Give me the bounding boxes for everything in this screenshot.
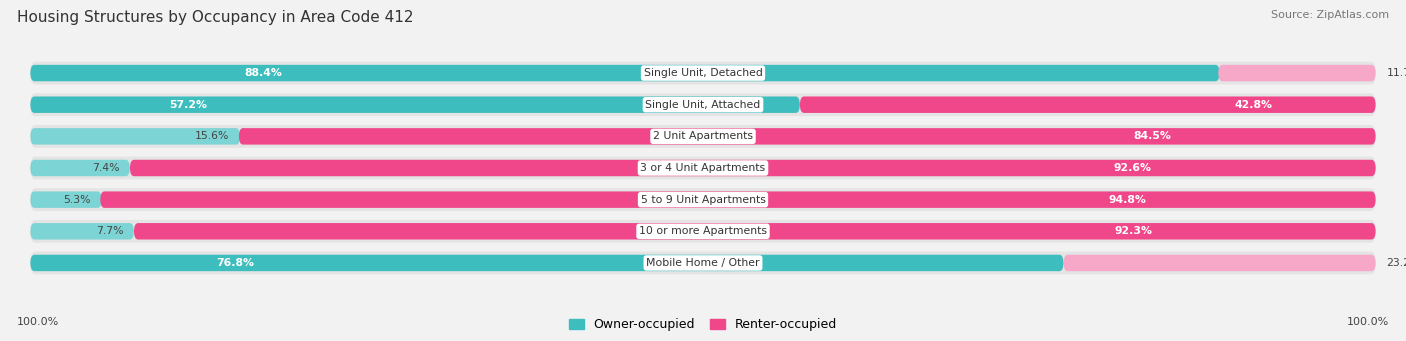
Text: 10 or more Apartments: 10 or more Apartments: [638, 226, 768, 236]
Text: 100.0%: 100.0%: [17, 317, 59, 327]
Text: Housing Structures by Occupancy in Area Code 412: Housing Structures by Occupancy in Area …: [17, 10, 413, 25]
FancyBboxPatch shape: [31, 223, 134, 239]
FancyBboxPatch shape: [31, 191, 101, 208]
Text: 94.8%: 94.8%: [1108, 195, 1146, 205]
Text: 92.3%: 92.3%: [1114, 226, 1152, 236]
Text: 11.7%: 11.7%: [1386, 68, 1406, 78]
Text: 5.3%: 5.3%: [63, 195, 91, 205]
Text: 88.4%: 88.4%: [245, 68, 283, 78]
Text: Single Unit, Detached: Single Unit, Detached: [644, 68, 762, 78]
Text: 7.4%: 7.4%: [91, 163, 120, 173]
Legend: Owner-occupied, Renter-occupied: Owner-occupied, Renter-occupied: [568, 318, 838, 331]
Text: 3 or 4 Unit Apartments: 3 or 4 Unit Apartments: [641, 163, 765, 173]
Text: 2 Unit Apartments: 2 Unit Apartments: [652, 131, 754, 142]
FancyBboxPatch shape: [129, 160, 1375, 176]
FancyBboxPatch shape: [31, 157, 1375, 179]
Text: 57.2%: 57.2%: [169, 100, 207, 110]
Text: 23.2%: 23.2%: [1386, 258, 1406, 268]
FancyBboxPatch shape: [1063, 255, 1375, 271]
Text: 7.7%: 7.7%: [96, 226, 124, 236]
FancyBboxPatch shape: [31, 128, 240, 145]
Text: Source: ZipAtlas.com: Source: ZipAtlas.com: [1271, 10, 1389, 20]
Text: 100.0%: 100.0%: [1347, 317, 1389, 327]
FancyBboxPatch shape: [31, 65, 1219, 81]
FancyBboxPatch shape: [1218, 65, 1375, 81]
FancyBboxPatch shape: [239, 128, 1375, 145]
FancyBboxPatch shape: [134, 223, 1375, 239]
FancyBboxPatch shape: [31, 93, 1375, 116]
FancyBboxPatch shape: [31, 160, 129, 176]
Text: 42.8%: 42.8%: [1234, 100, 1272, 110]
Text: Single Unit, Attached: Single Unit, Attached: [645, 100, 761, 110]
FancyBboxPatch shape: [800, 97, 1375, 113]
FancyBboxPatch shape: [31, 62, 1375, 85]
FancyBboxPatch shape: [31, 220, 1375, 243]
FancyBboxPatch shape: [31, 125, 1375, 148]
Text: 92.6%: 92.6%: [1114, 163, 1152, 173]
Text: Mobile Home / Other: Mobile Home / Other: [647, 258, 759, 268]
Text: 15.6%: 15.6%: [195, 131, 229, 142]
FancyBboxPatch shape: [31, 97, 800, 113]
FancyBboxPatch shape: [31, 188, 1375, 211]
Text: 5 to 9 Unit Apartments: 5 to 9 Unit Apartments: [641, 195, 765, 205]
FancyBboxPatch shape: [100, 191, 1375, 208]
FancyBboxPatch shape: [31, 252, 1375, 275]
Text: 76.8%: 76.8%: [217, 258, 254, 268]
Text: 84.5%: 84.5%: [1133, 131, 1171, 142]
FancyBboxPatch shape: [31, 255, 1063, 271]
